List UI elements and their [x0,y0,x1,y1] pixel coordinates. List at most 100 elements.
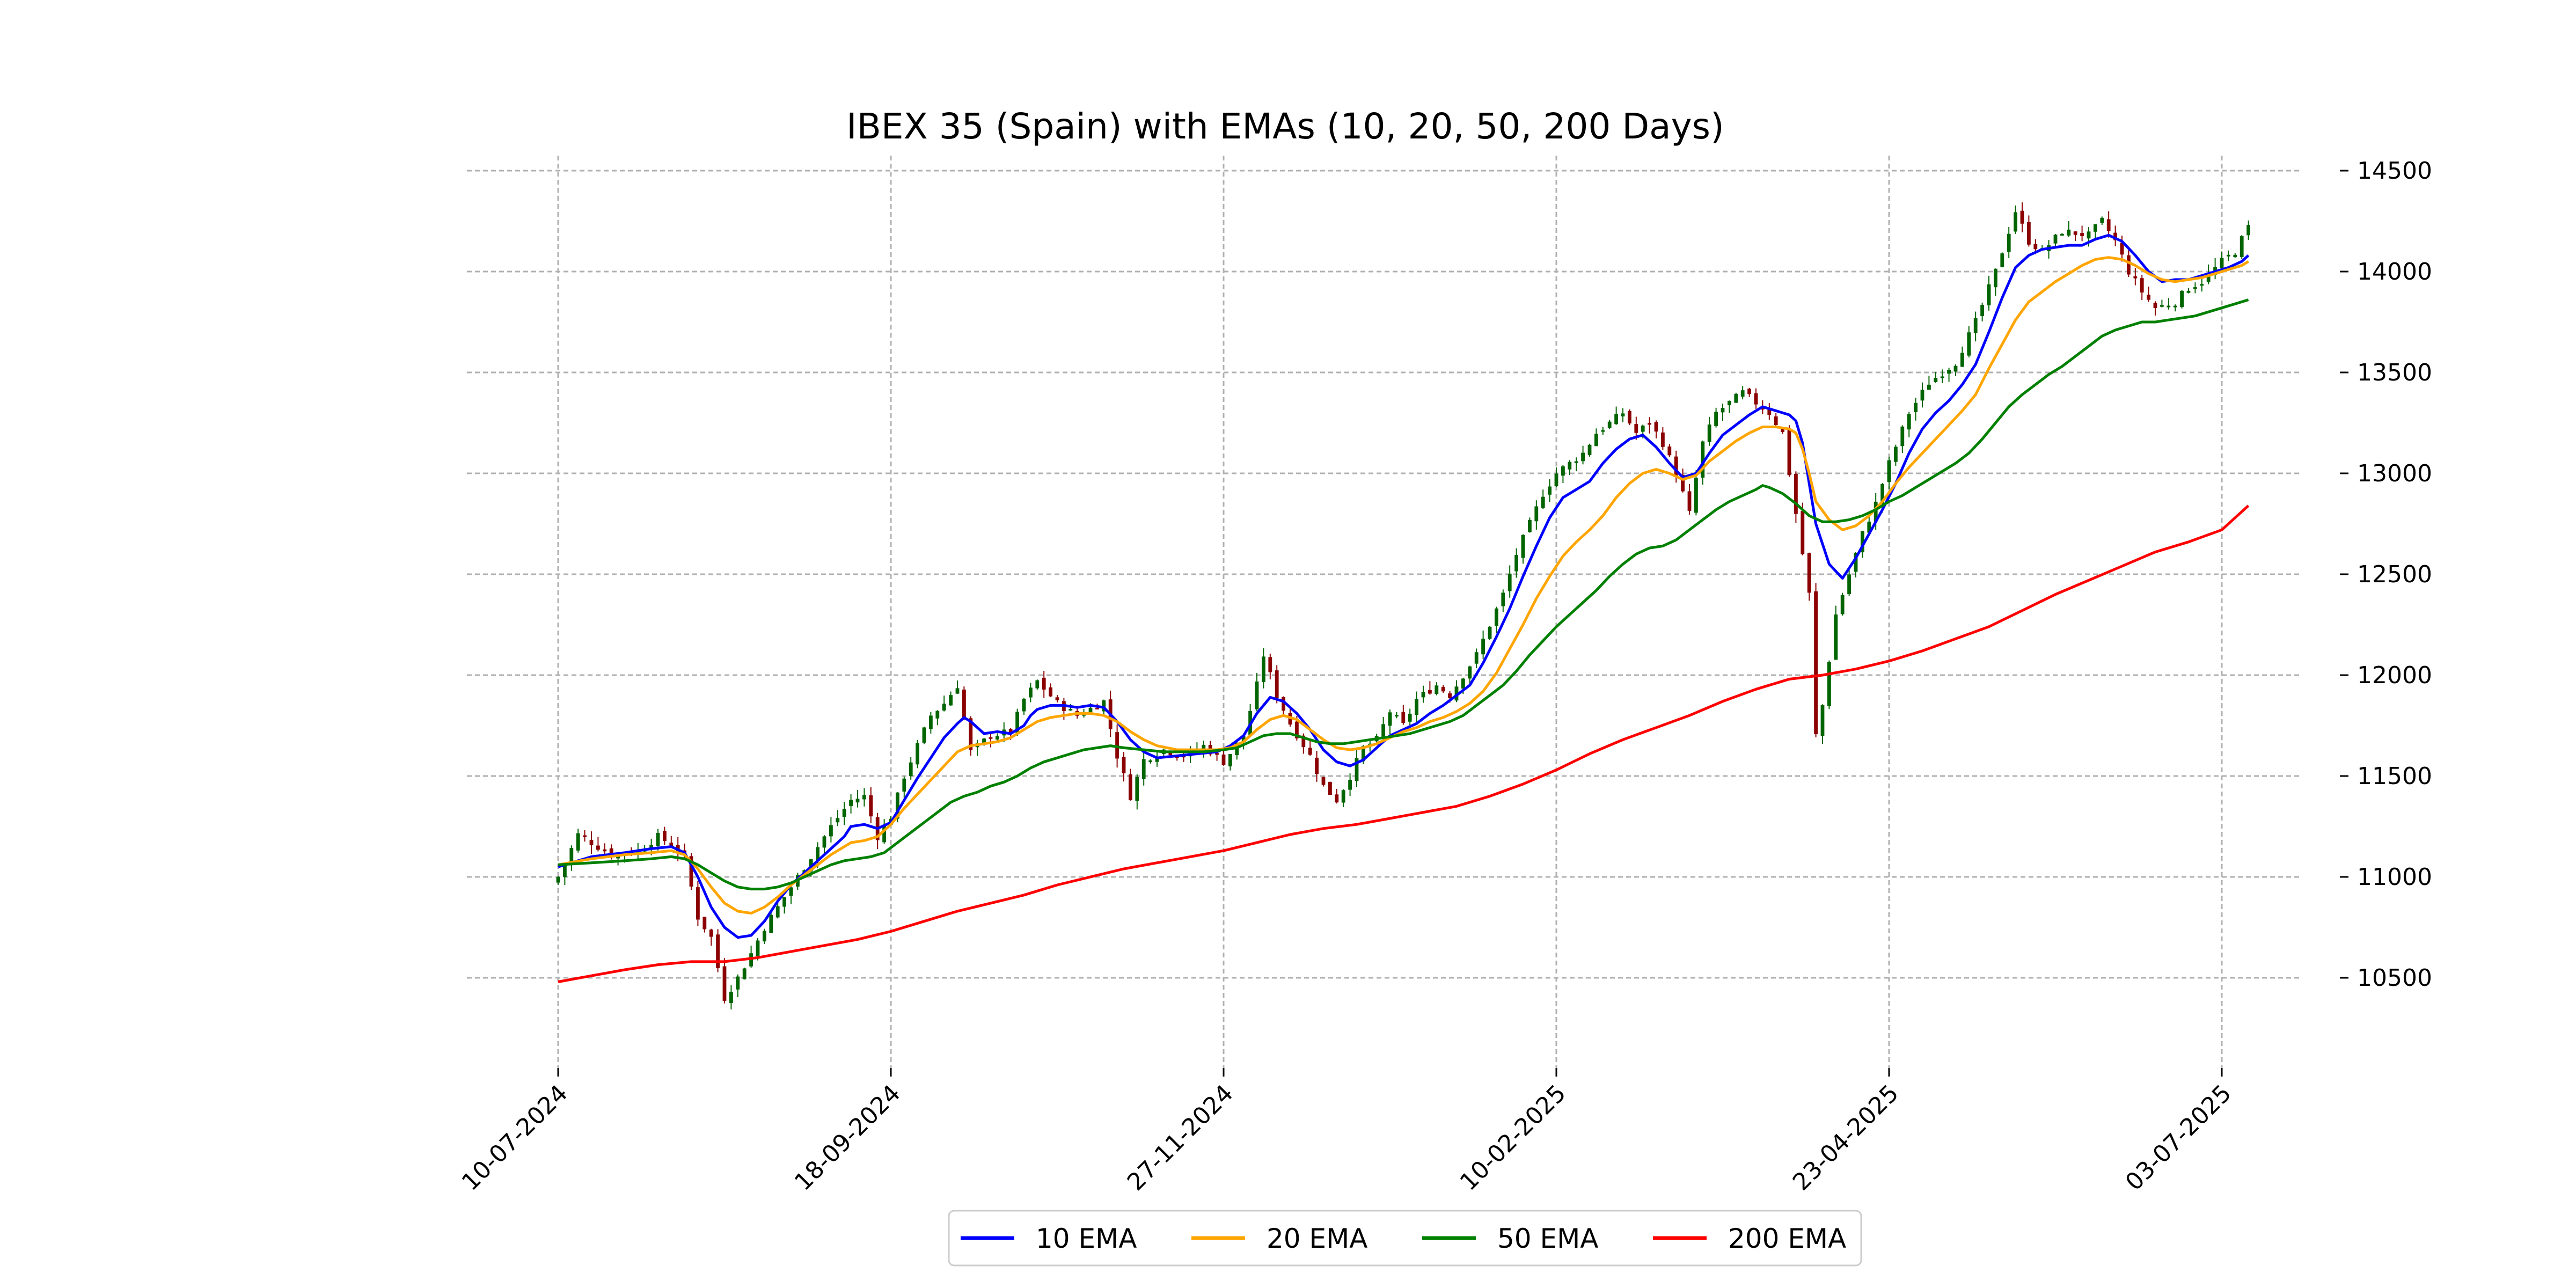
legend-label: 200 EMA [1728,1223,1846,1254]
candle-body [1614,414,1619,425]
candle-body [816,847,820,860]
candle-body [1827,662,1831,706]
candle-body [1641,425,1645,432]
candle-body [1135,777,1139,801]
candle-body [789,887,793,896]
y-tick-label: 12500 [2357,561,2432,588]
candle-body [1275,670,1279,698]
legend-label: 10 EMA [1036,1223,1137,1254]
candle-body [596,845,600,850]
candle-body [636,850,640,855]
x-tick-label: 03-07-2025 [2120,1080,2237,1196]
candle-body [669,843,674,847]
candle-body [982,738,986,744]
legend-label: 20 EMA [1267,1223,1367,1254]
candle-body [689,856,693,887]
candle-body [1454,686,1459,701]
candle-body [2080,233,2084,236]
y-tick-label: 14000 [2357,258,2432,286]
candle-body [2026,222,2031,245]
series-line-20-ema [558,256,2249,915]
candle-body [869,795,873,817]
candle-body [862,795,866,800]
candle-body [1548,486,1552,495]
candle-body [603,849,607,852]
candle-body [1947,370,1951,374]
candle-body [2220,258,2224,268]
candle-body [1621,413,1625,416]
candle-body [1321,777,1326,785]
candle-body [1934,378,1938,383]
candle-body [696,887,700,920]
candle-body [1707,425,1711,442]
legend-label: 50 EMA [1497,1223,1598,1254]
candle-body [1867,522,1871,533]
y-tick-label: 13000 [2357,460,2432,487]
candle-body [1534,506,1539,522]
candle-body [1328,781,1332,795]
candle-body [749,953,753,967]
candle-body [2180,291,2184,308]
candle-body [995,736,999,740]
candle-body [1228,753,1232,767]
candle-body [928,715,933,729]
candle-body [1834,614,1838,660]
legend-frame [948,1210,1862,1267]
x-axis-ticks: 10-07-2024 18-09-2024 27-11-2024 10-02-2025… [457,1068,2237,1196]
legend-item: 10 EMA [961,1223,1137,1254]
candle-body [1860,531,1864,553]
candle-body [2226,254,2230,257]
candle-body [1255,681,1259,709]
candle-body [709,930,713,937]
candle-body [1927,384,1931,390]
candle-body [2167,305,2171,308]
candle-body [989,737,993,739]
candle-body [1282,697,1286,711]
candle-body [762,931,766,942]
candle-body [1115,732,1119,759]
candle-body [556,877,560,883]
candle-body [1361,746,1365,762]
candle-body [1521,535,1525,558]
candle-body [1987,284,1991,305]
candle-body [1880,484,1885,504]
candle-body [1341,790,1345,803]
candle-body [1315,757,1319,774]
candle-body [656,832,660,846]
candle-body [1801,511,1805,554]
candle-body [1069,708,1073,711]
candle-body [1980,305,1985,316]
candle-body [1840,595,1845,614]
chart-title: IBEX 35 (Spain) with EMAs (10, 20, 50, 2… [846,106,1724,147]
candle-body [1468,666,1472,679]
candle-body [1348,780,1352,790]
candle-body [1155,757,1159,762]
candle-body [2060,233,2064,236]
candle-body [2073,231,2077,235]
candle-body [1294,721,1299,738]
candle-body [1740,390,1745,397]
candle-body [662,831,667,841]
candle-body [1581,452,1585,462]
candle-body [729,991,733,1004]
candle-body [1907,414,1911,430]
candle-body [1221,754,1226,765]
candle-body [1435,685,1439,694]
candle-body [2147,295,2151,300]
candle-body [1494,608,1498,626]
candle-body [1355,758,1359,781]
candle-body [1268,657,1272,672]
candle-body [1914,402,1918,412]
candle-body [1820,705,1825,736]
candle-body [742,968,747,979]
candle-body [882,825,887,843]
x-tick-label: 23-04-2025 [1788,1080,1904,1196]
candle-body [1141,759,1146,779]
candle-body [1049,687,1053,697]
candle-body [1993,268,1997,288]
candle-body [2140,278,2144,293]
candle-body [2014,212,2018,232]
candle-body [1627,411,1631,424]
candle-body [2206,273,2211,282]
